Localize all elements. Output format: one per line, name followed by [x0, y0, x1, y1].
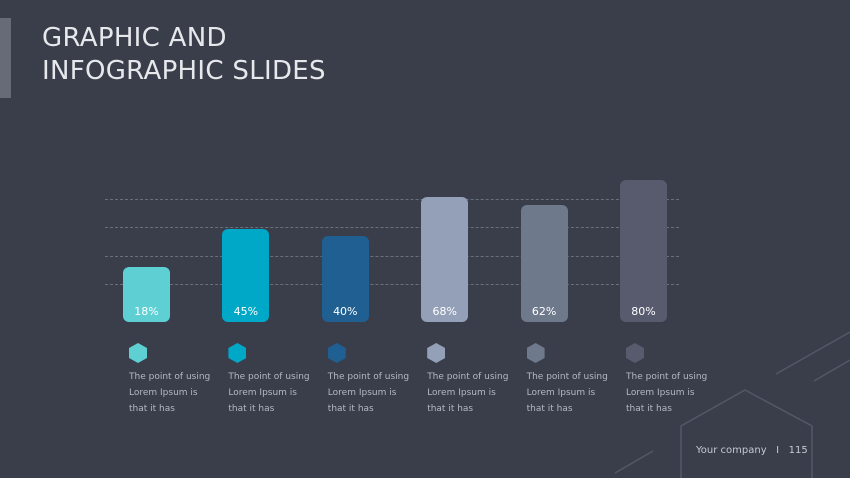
bar-description: The point of using Lorem Ipsum is that it … [626, 369, 716, 417]
gridline [105, 199, 679, 200]
title-line-2: INFOGRAPHIC SLIDES [42, 56, 326, 86]
bar-label: 80% [631, 305, 656, 318]
description-line: The point of using [526, 372, 608, 382]
title-line-1: GRAPHIC AND [42, 23, 227, 53]
description-line: that it has [427, 404, 474, 414]
description-line: The point of using [427, 372, 509, 382]
bar-description: The point of using Lorem Ipsum is that it … [328, 369, 418, 417]
gridline [105, 256, 679, 257]
description-line: The point of using [327, 372, 410, 382]
hexagon-icon [228, 343, 247, 363]
bar-description: The point of using Lorem Ipsum is that it … [427, 369, 517, 417]
hexagon-icon [526, 343, 545, 363]
hexagon-icon [427, 343, 446, 363]
bar: 40% [321, 236, 369, 322]
description-line: that it has [526, 404, 573, 414]
deco-line [775, 331, 850, 375]
page-number: 115 [788, 445, 808, 456]
bar: 62% [520, 205, 568, 322]
description-line: that it has [626, 404, 672, 414]
bar: 45% [222, 229, 270, 322]
description-line: Lorem Ipsum is [526, 388, 596, 398]
description-line: Lorem Ipsum is [228, 388, 297, 398]
description-line: that it has [129, 404, 175, 414]
bar: 18% [123, 266, 170, 322]
gridline [105, 284, 679, 285]
hexagon-icon [626, 343, 644, 363]
description-line: The point of using [228, 372, 310, 382]
bar-label: 40% [333, 305, 358, 318]
gridline [105, 227, 679, 228]
description-line: The point of using [129, 372, 211, 382]
bar: 68% [421, 196, 469, 322]
description-line: that it has [327, 404, 374, 414]
footer-separator: I [776, 445, 780, 456]
bar-label: 62% [531, 305, 557, 318]
bar-label: 18% [134, 305, 159, 318]
deco-line [614, 450, 654, 474]
description-line: The point of using [626, 372, 708, 382]
description-line: that it has [228, 404, 275, 414]
description-line: Lorem Ipsum is [327, 388, 397, 398]
bar-label: 68% [432, 305, 457, 318]
bar-description: The point of using Lorem Ipsum is that it … [129, 369, 219, 417]
company-name: Your company [696, 445, 767, 456]
description-line: Lorem Ipsum is [427, 388, 496, 398]
house-outline [680, 389, 813, 478]
bar-description: The point of using Lorem Ipsum is that it … [228, 369, 318, 417]
bar-description: The point of using Lorem Ipsum is that it … [527, 369, 617, 417]
slide-title: GRAPHIC AND INFOGRAPHIC SLIDES [42, 22, 326, 88]
title-accent-bar [0, 18, 11, 98]
hexagon-icon [327, 343, 346, 363]
bar: 80% [620, 180, 667, 322]
description-line: Lorem Ipsum is [626, 388, 695, 398]
deco-line [813, 359, 850, 382]
description-line: Lorem Ipsum is [129, 388, 198, 398]
footer: Your company I 115 [696, 445, 808, 456]
bar-label: 45% [233, 305, 259, 318]
hexagon-icon [129, 343, 147, 363]
